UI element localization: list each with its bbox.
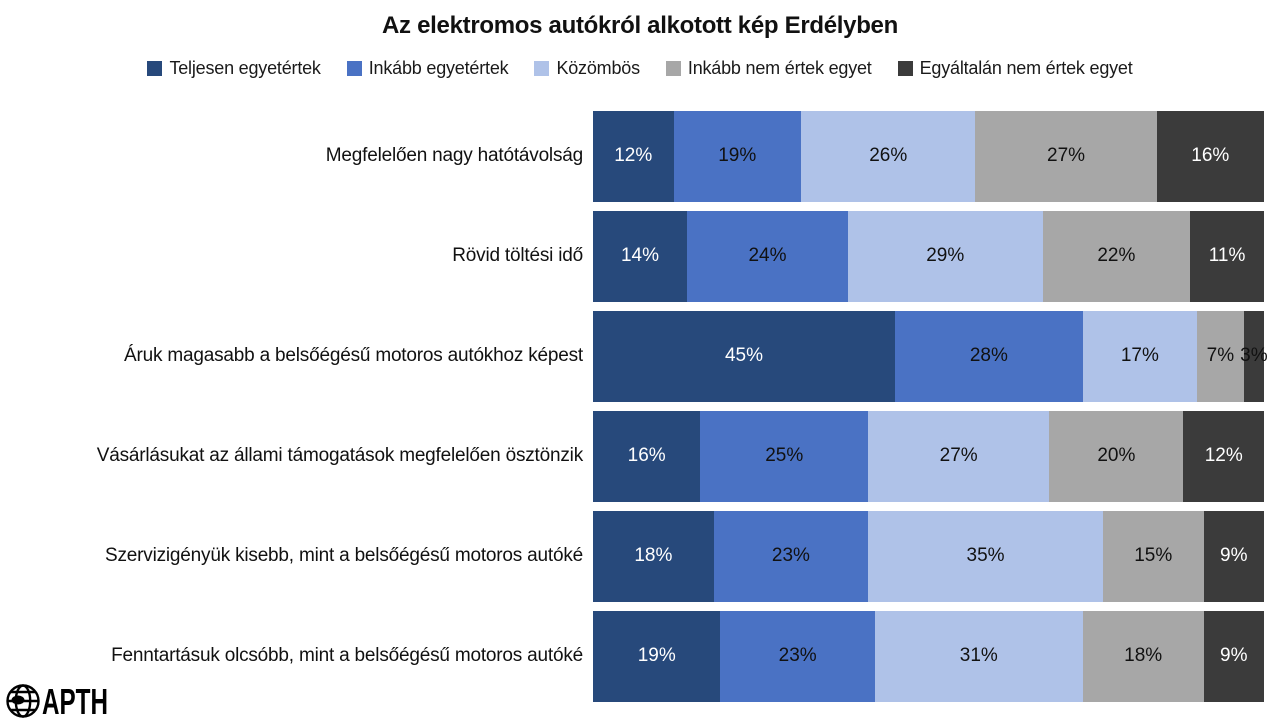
legend-item: Inkább egyetértek	[346, 58, 509, 79]
legend-chip-icon	[897, 61, 913, 76]
legend-label: Inkább egyetértek	[368, 58, 509, 78]
bar-segment: 27%	[868, 410, 1050, 502]
legend: Teljesen egyetértek Inkább egyetértek Közö…	[0, 58, 1280, 79]
legend-item: Teljesen egyetértek	[147, 58, 321, 79]
bar-segment: 9%	[1203, 510, 1264, 602]
category-label: Áruk magasabb a belsőégésű motoros autók…	[124, 345, 583, 366]
bar-segment: 22%	[1042, 210, 1191, 302]
bar-segment: 45%	[593, 310, 895, 402]
bar-segment: 19%	[593, 610, 721, 702]
bar-segment: 16%	[1156, 110, 1264, 202]
bar-segment: 18%	[593, 510, 714, 602]
chart-row: Rövid töltési idő 14% 24% 29% 22% 11%	[0, 206, 1280, 306]
chart-row: Vásárlásukat az állami támogatások megfe…	[0, 406, 1280, 506]
category-label: Megfelelően nagy hatótávolság	[325, 145, 583, 166]
bar-segment: 18%	[1082, 610, 1204, 702]
bar-segment: 14%	[593, 210, 687, 302]
bar-segment: 11%	[1190, 210, 1264, 302]
bar-segment: 20%	[1049, 410, 1184, 502]
category-label: Vásárlásukat az állami támogatások megfe…	[96, 445, 583, 466]
legend-item: Közömbös	[534, 58, 640, 79]
chart-row: Áruk magasabb a belsőégésű motoros autók…	[0, 306, 1280, 406]
legend-label: Egyáltalán nem értek egyet	[919, 58, 1133, 78]
bar-segment: 29%	[847, 210, 1043, 302]
legend-label: Teljesen egyetértek	[169, 58, 321, 78]
bar-segment: 27%	[975, 110, 1157, 202]
legend-item: Egyáltalán nem értek egyet	[897, 58, 1133, 79]
bar-segment: 12%	[1183, 410, 1264, 502]
stacked-bar: 19% 23% 31% 18% 9%	[593, 610, 1264, 702]
chart-title: Az elektromos autókról alkotott kép Erdé…	[382, 12, 898, 39]
bar-segment: 17%	[1082, 310, 1197, 402]
stacked-bar: 18% 23% 35% 15% 9%	[593, 510, 1264, 602]
bar-segment: 24%	[686, 210, 848, 302]
bar-segment: 3%	[1240, 310, 1268, 402]
bar-segment: 9%	[1203, 610, 1264, 702]
bar-segment: 25%	[700, 410, 869, 502]
bar-segment: 19%	[673, 110, 801, 202]
chart-row: Fenntartásuk olcsóbb, mint a belsőégésű …	[0, 606, 1280, 706]
stacked-bar: 12% 19% 26% 27% 16%	[593, 110, 1264, 202]
category-label: Rövid töltési idő	[452, 245, 583, 266]
bar-segment: 31%	[874, 610, 1083, 702]
bar-segment: 23%	[720, 610, 875, 702]
legend-chip-icon	[346, 61, 362, 76]
category-label: Fenntartásuk olcsóbb, mint a belsőégésű …	[111, 645, 583, 666]
bar-segment: 7%	[1196, 310, 1244, 402]
bar-segment: 15%	[1102, 510, 1204, 602]
legend-item: Inkább nem értek egyet	[665, 58, 872, 79]
category-label: Szervizigényük kisebb, mint a belsőégésű…	[105, 545, 583, 566]
chart-rows: Megfelelően nagy hatótávolság 12% 19% 26% 27…	[0, 106, 1280, 706]
globe-logo-icon: APTH	[6, 681, 108, 720]
bar-segment: 26%	[801, 110, 976, 202]
chart-row: Szervizigényük kisebb, mint a belsőégésű…	[0, 506, 1280, 606]
bar-segment: 16%	[593, 410, 701, 502]
stacked-bar: 16% 25% 27% 20% 12%	[593, 410, 1264, 502]
bar-segment: 28%	[894, 310, 1083, 402]
bar-segment: 35%	[868, 510, 1103, 602]
legend-label: Közömbös	[556, 58, 640, 78]
globe-logo: APTH	[5, 681, 113, 720]
chart-row: Megfelelően nagy hatótávolság 12% 19% 26% 27…	[0, 106, 1280, 206]
logo-text: APTH	[42, 681, 108, 720]
bar-segment: 12%	[593, 110, 674, 202]
stacked-bar: 45% 28% 17% 7% 3%	[593, 310, 1268, 402]
legend-chip-icon	[665, 61, 681, 76]
legend-label: Inkább nem értek egyet	[687, 58, 872, 78]
legend-chip-icon	[534, 61, 550, 76]
bar-segment: 23%	[713, 510, 869, 602]
legend-chip-icon	[147, 61, 163, 76]
stacked-bar: 14% 24% 29% 22% 11%	[593, 210, 1264, 302]
